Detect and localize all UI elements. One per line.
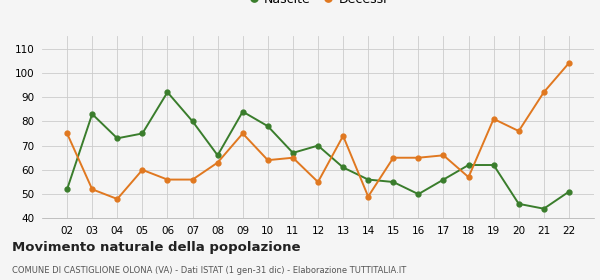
Decessi <box>565 61 572 65</box>
Decessi <box>214 161 221 164</box>
Decessi <box>314 180 322 184</box>
Nascite <box>189 120 196 123</box>
Decessi <box>113 197 121 201</box>
Nascite <box>264 125 271 128</box>
Nascite <box>465 163 472 167</box>
Decessi <box>440 154 447 157</box>
Nascite <box>164 90 171 94</box>
Nascite <box>389 180 397 184</box>
Decessi <box>515 129 523 133</box>
Decessi <box>365 195 372 198</box>
Decessi <box>490 117 497 121</box>
Decessi <box>389 156 397 159</box>
Nascite <box>415 192 422 196</box>
Nascite <box>540 207 547 210</box>
Decessi <box>415 156 422 159</box>
Nascite <box>365 178 372 181</box>
Decessi <box>340 134 347 137</box>
Decessi <box>189 178 196 181</box>
Decessi <box>465 176 472 179</box>
Decessi <box>64 132 71 135</box>
Nascite <box>340 166 347 169</box>
Decessi <box>164 178 171 181</box>
Decessi <box>139 168 146 172</box>
Nascite <box>515 202 523 206</box>
Nascite <box>64 188 71 191</box>
Line: Nascite: Nascite <box>65 90 571 211</box>
Legend: Nascite, Decessi: Nascite, Decessi <box>244 0 392 11</box>
Nascite <box>565 190 572 193</box>
Nascite <box>314 144 322 147</box>
Decessi <box>264 158 271 162</box>
Decessi <box>239 132 247 135</box>
Decessi <box>89 188 96 191</box>
Nascite <box>139 132 146 135</box>
Line: Decessi: Decessi <box>65 61 571 201</box>
Text: COMUNE DI CASTIGLIONE OLONA (VA) - Dati ISTAT (1 gen-31 dic) - Elaborazione TUTT: COMUNE DI CASTIGLIONE OLONA (VA) - Dati … <box>12 266 406 275</box>
Nascite <box>239 110 247 113</box>
Decessi <box>289 156 296 159</box>
Nascite <box>490 163 497 167</box>
Decessi <box>540 90 547 94</box>
Nascite <box>89 112 96 116</box>
Text: Movimento naturale della popolazione: Movimento naturale della popolazione <box>12 241 301 254</box>
Nascite <box>113 137 121 140</box>
Nascite <box>289 151 296 155</box>
Nascite <box>214 154 221 157</box>
Nascite <box>440 178 447 181</box>
